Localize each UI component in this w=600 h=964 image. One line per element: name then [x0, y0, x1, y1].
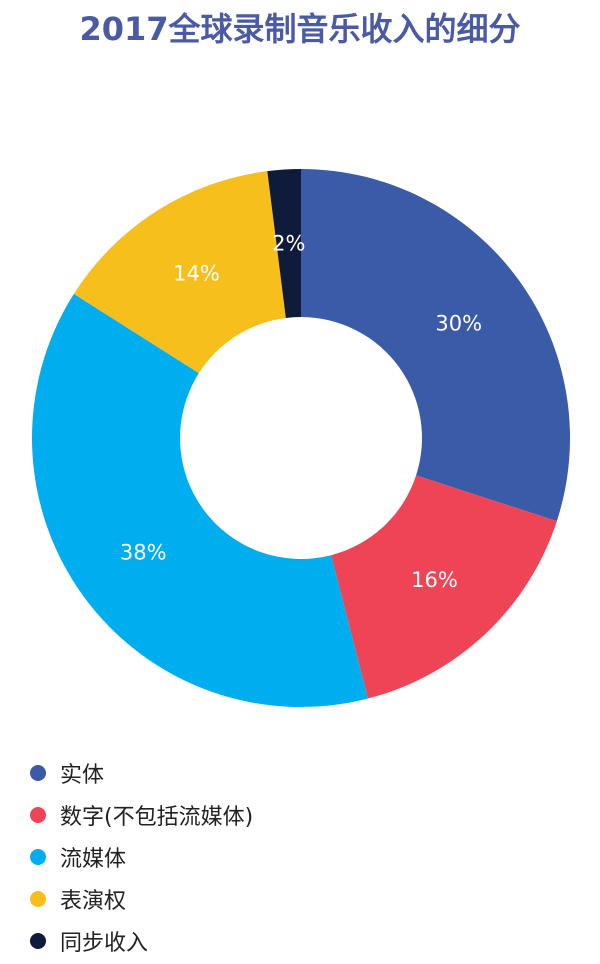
legend-label: 表演权: [60, 889, 127, 914]
slice-physical: [301, 169, 570, 522]
legend-swatch-icon: [30, 765, 46, 781]
legend-item-physical: 实体: [30, 752, 253, 794]
legend-swatch-icon: [30, 807, 46, 823]
data-label-sync: 2%: [272, 231, 305, 255]
data-label-streaming: 38%: [120, 541, 167, 565]
data-label-digital: 16%: [411, 568, 458, 592]
legend-swatch-icon: [30, 891, 46, 907]
slice-performance-rights: [73, 171, 286, 374]
data-label-performance-rights: 14%: [173, 261, 220, 285]
donut-chart: 30% 16% 38% 14% 2%: [31, 169, 570, 707]
legend-label: 数字(不包括流媒体): [60, 805, 254, 830]
legend-swatch-icon: [30, 849, 46, 865]
slice-streaming: [31, 293, 368, 707]
legend-item-performance-rights: 表演权: [30, 878, 253, 920]
chart-title: 2017全球录制音乐收入的细分: [79, 10, 521, 48]
legend-swatch-icon: [30, 933, 46, 949]
legend-item-sync: 同步收入: [30, 920, 253, 962]
legend-label: 同步收入: [60, 931, 149, 956]
legend-item-digital: 数字(不包括流媒体): [30, 794, 253, 836]
legend-item-streaming: 流媒体: [30, 836, 253, 878]
legend-label: 实体: [60, 763, 105, 788]
legend: 实体数字(不包括流媒体) 流媒体表演权同步收入: [30, 752, 253, 962]
slice-sync: [267, 169, 301, 318]
legend-label: 流媒体: [60, 847, 127, 872]
data-label-physical: 30%: [435, 311, 482, 335]
slice-digital: [331, 475, 557, 699]
